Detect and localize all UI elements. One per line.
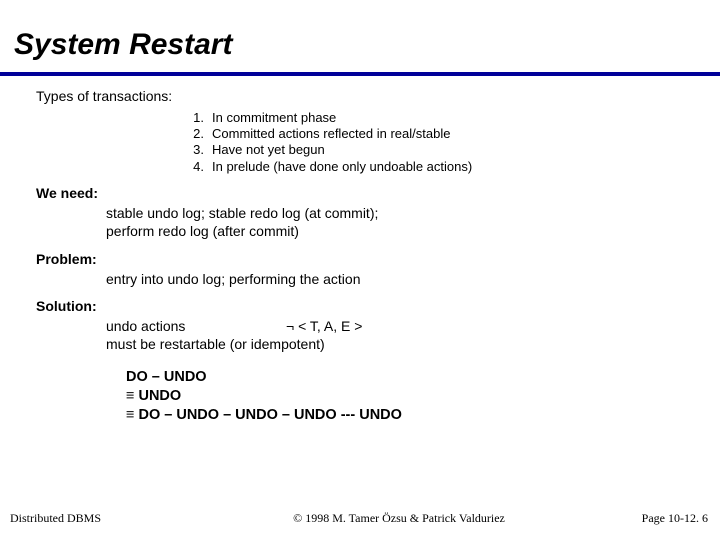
- we-need-line: perform redo log (after commit): [106, 223, 684, 241]
- intro-text: Types of transactions:: [36, 88, 684, 106]
- type-text: In commitment phase: [212, 110, 336, 126]
- type-item: 1. In commitment phase: [186, 110, 684, 126]
- type-text: In prelude (have done only undoable acti…: [212, 159, 472, 175]
- we-need-line: stable undo log; stable redo log (at com…: [106, 205, 684, 223]
- type-number: 1.: [186, 110, 204, 126]
- type-number: 4.: [186, 159, 204, 175]
- type-item: 3. Have not yet begun: [186, 142, 684, 158]
- type-number: 3.: [186, 142, 204, 158]
- slide: System Restart Types of transactions: 1.…: [0, 0, 720, 540]
- footer: Distributed DBMS © 1998 M. Tamer Özsu & …: [0, 511, 720, 526]
- solution-left: undo actions: [106, 318, 286, 336]
- do-undo-block: DO – UNDO ≡ UNDO ≡ DO – UNDO – UNDO – UN…: [126, 368, 684, 425]
- solution-label: Solution:: [36, 298, 684, 316]
- title-rule: [0, 72, 720, 76]
- type-text: Committed actions reflected in real/stab…: [212, 126, 450, 142]
- do-undo-line: DO – UNDO: [126, 368, 684, 387]
- do-undo-line: ≡ DO – UNDO – UNDO – UNDO --- UNDO: [126, 406, 684, 425]
- type-item: 4. In prelude (have done only undoable a…: [186, 159, 684, 175]
- solution-line-1: undo actions ¬ < T, A, E >: [106, 318, 684, 336]
- type-number: 2.: [186, 126, 204, 142]
- footer-center: © 1998 M. Tamer Özsu & Patrick Valduriez: [210, 511, 588, 526]
- type-text: Have not yet begun: [212, 142, 325, 158]
- type-item: 2. Committed actions reflected in real/s…: [186, 126, 684, 142]
- solution-right: ¬ < T, A, E >: [286, 318, 362, 336]
- we-need-label: We need:: [36, 185, 684, 203]
- footer-right: Page 10-12. 6: [588, 511, 720, 526]
- problem-line: entry into undo log; performing the acti…: [106, 271, 684, 289]
- slide-body: Types of transactions: 1. In commitment …: [36, 88, 684, 425]
- types-list: 1. In commitment phase 2. Committed acti…: [186, 110, 684, 175]
- footer-left: Distributed DBMS: [0, 511, 210, 526]
- problem-label: Problem:: [36, 251, 684, 269]
- do-undo-line: ≡ UNDO: [126, 387, 684, 406]
- slide-title: System Restart: [14, 28, 232, 62]
- solution-line-2: must be restartable (or idempotent): [106, 336, 684, 354]
